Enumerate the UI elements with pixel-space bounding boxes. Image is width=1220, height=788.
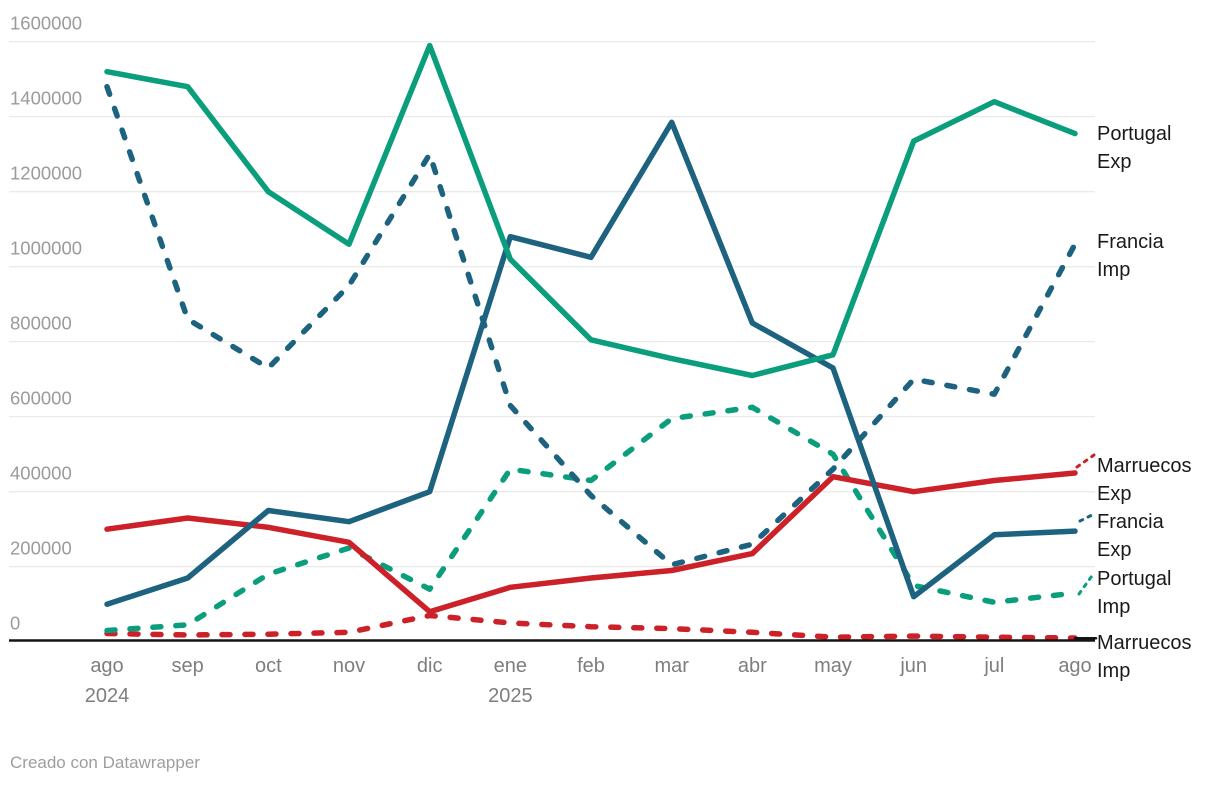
y-axis-tick-label: 600000 [10, 388, 72, 409]
legend-label-line: Imp [1097, 660, 1131, 682]
series-line-marruecos-exp [104, 470, 1078, 615]
datawrapper-credit: Creado con Datawrapper [10, 753, 200, 772]
x-axis-tick-label: ago [1058, 655, 1091, 677]
legend-label-line: Imp [1097, 259, 1131, 281]
x-axis-tick-label: ago [90, 655, 123, 677]
chart-canvas[interactable]: 0 200000 400000 600000 800000 1000000 1200000 1… [0, 0, 1220, 745]
legend-leader-line [1077, 571, 1096, 596]
x-axis-tick-label: jul [983, 655, 1004, 677]
legend-label-line: Imp [1097, 596, 1131, 618]
x-axis-tick-label: feb [577, 655, 605, 677]
legend-label-line: Exp [1097, 539, 1132, 561]
legend-label-marruecos-imp: Marruecos Imp [1097, 629, 1220, 685]
legend-leader-line [1078, 512, 1096, 523]
x-axis-tick-label: mar [654, 655, 689, 677]
series-line-francia-exp [104, 119, 1078, 607]
x-axis-tick-label: dic [417, 655, 443, 677]
legend-label-line: Exp [1097, 483, 1132, 505]
legend-label-line: Marruecos [1097, 632, 1192, 654]
series-line-portugal-imp [104, 404, 1078, 634]
legend-label-line: Exp [1097, 151, 1132, 173]
series-line-marruecos-imp [104, 612, 1078, 641]
legend-label-marruecos-exp: Marruecos Exp [1097, 452, 1220, 508]
legend-label-portugal-exp: Portugal Exp [1097, 120, 1220, 176]
y-axis-tick-label: 1400000 [10, 88, 82, 109]
legend-label-line: Portugal [1097, 123, 1172, 145]
x-axis-tick-label: oct [255, 655, 282, 677]
x-axis-year-label: 2024 [85, 685, 130, 707]
x-axis-tick-label: nov [333, 655, 365, 677]
y-axis-tick-label: 1200000 [10, 163, 82, 184]
y-axis-tick-label: 800000 [10, 313, 72, 334]
legend-label-line: Francia [1097, 511, 1164, 533]
x-axis-tick-label: sep [172, 655, 204, 677]
y-axis-tick-label: 400000 [10, 463, 72, 484]
x-axis-tick-label: jun [899, 655, 927, 677]
legend-label-francia-exp: Francia Exp [1097, 508, 1220, 564]
x-axis-year-label: 2025 [488, 685, 533, 707]
y-axis-tick-label: 1000000 [10, 238, 82, 259]
x-axis-tick-label: may [814, 655, 852, 677]
legend-label-line: Portugal [1097, 568, 1172, 590]
x-axis-tick-label: ene [494, 655, 527, 677]
legend-label-line: Francia [1097, 231, 1164, 253]
series-line-francia-imp [104, 83, 1078, 568]
legend-label-portugal-imp: Portugal Imp [1097, 565, 1220, 621]
x-axis-tick-label: abr [738, 655, 767, 677]
y-axis-tick-label: 0 [10, 613, 20, 634]
y-axis-tick-label: 200000 [10, 538, 72, 559]
legend-label-francia-imp: Francia Imp [1097, 228, 1220, 284]
series-line-portugal-exp [104, 42, 1078, 379]
legend-label-line: Marruecos [1097, 455, 1192, 477]
legend-leader-line [1075, 453, 1096, 469]
y-axis-tick-label: 1600000 [10, 13, 82, 34]
